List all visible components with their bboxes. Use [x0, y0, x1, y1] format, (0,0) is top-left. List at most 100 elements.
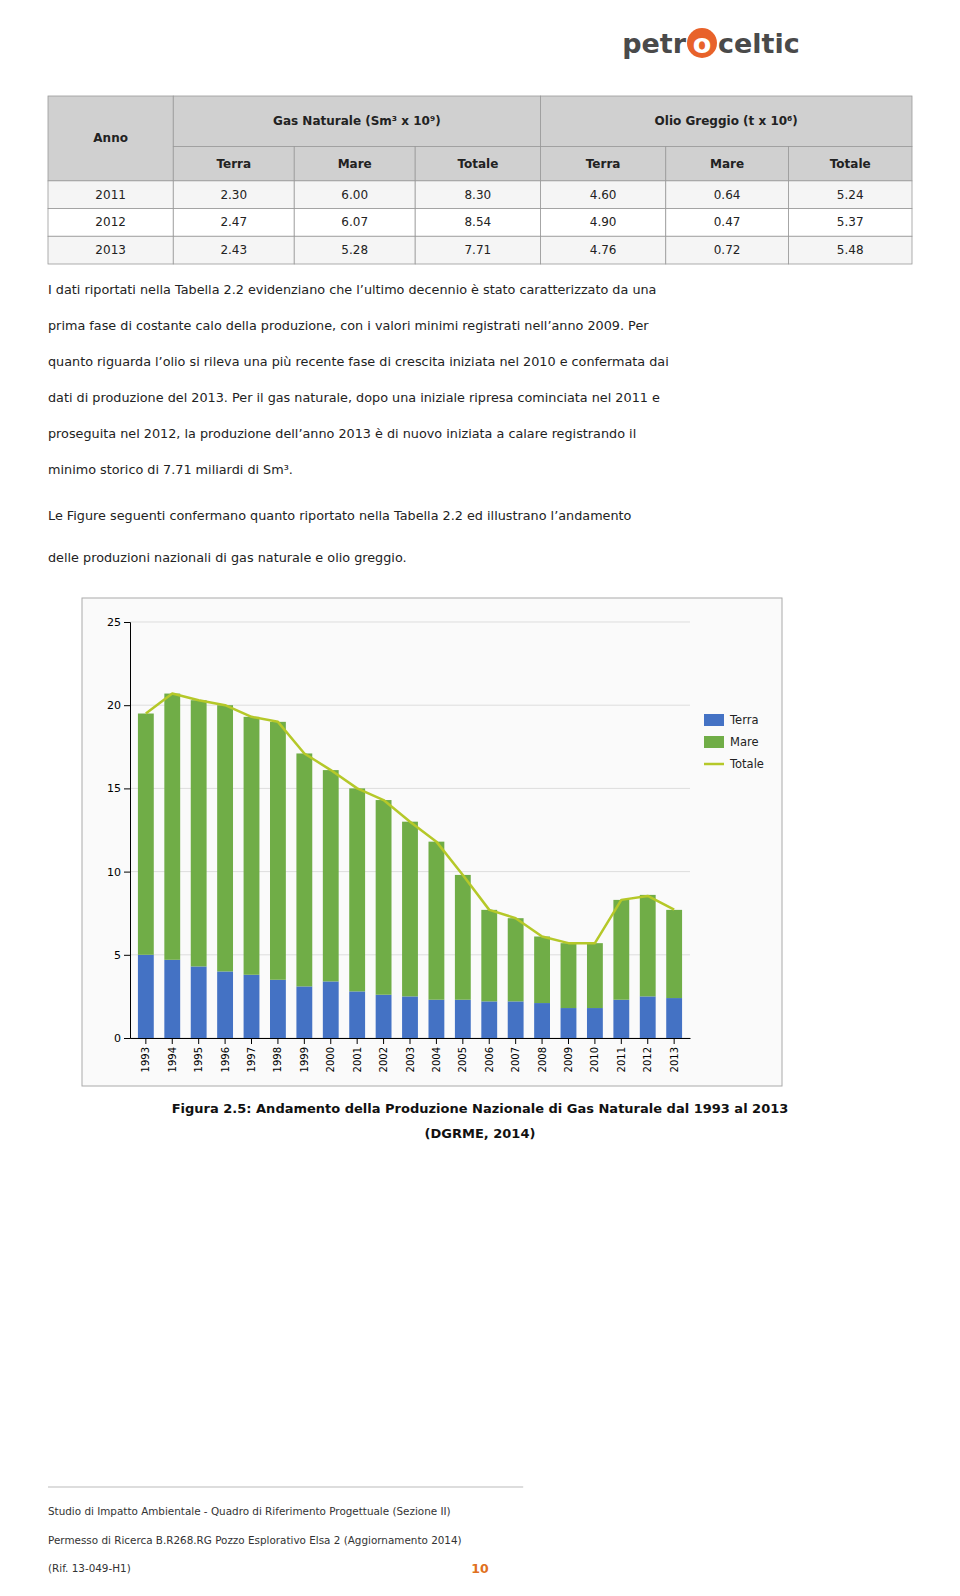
y-tick-label: 5 [114, 949, 121, 962]
y-axis: 0510152025 [107, 616, 131, 1045]
x-tick: 2010 [589, 1038, 600, 1072]
x-tick-label: 1999 [299, 1047, 310, 1072]
bar [191, 966, 207, 1038]
grid-line [130, 705, 690, 706]
table-cell [173, 209, 294, 237]
y-tick: 15 [107, 782, 130, 795]
legend-swatch [704, 763, 724, 766]
y-tick-mark [124, 788, 130, 789]
x-tick: 2007 [510, 1038, 521, 1072]
x-tick-mark [251, 1038, 252, 1044]
x-tick: 2002 [378, 1038, 389, 1072]
bar [217, 705, 233, 971]
table-text: 7.71 [464, 243, 491, 257]
paragraph: I dati riportati nella Tabella 2.2 evide… [48, 282, 669, 477]
x-tick: 2008 [537, 1038, 548, 1072]
y-tick: 20 [107, 699, 130, 712]
bar [349, 788, 365, 991]
bar [270, 980, 286, 1038]
logo-text: celtic [718, 28, 800, 59]
table-cell [666, 236, 789, 264]
bar [428, 1000, 444, 1038]
paragraph-line: delle produzioni nazionali di gas natura… [48, 550, 407, 565]
table-cell [48, 236, 173, 264]
table-cell [788, 209, 912, 237]
x-tick-label: 2007 [510, 1047, 521, 1072]
bar [561, 1008, 577, 1038]
y-tick-mark [124, 622, 130, 623]
table-text: 2012 [95, 215, 126, 229]
table-cell [666, 146, 789, 180]
table-text: 0.64 [714, 188, 741, 202]
y-tick: 25 [107, 616, 130, 629]
grid-line [130, 622, 690, 623]
legend-label: Mare [730, 735, 759, 749]
legend-item: Mare [704, 735, 759, 749]
table-cell [173, 181, 294, 209]
footer-line: Permesso di Ricerca B.R268.RG Pozzo Espl… [48, 1534, 462, 1546]
bar [164, 960, 180, 1038]
x-tick: 1998 [272, 1038, 283, 1072]
page-number: 10 [471, 1561, 489, 1576]
x-tick-mark [357, 1038, 358, 1044]
x-tick-label: 1994 [167, 1047, 178, 1072]
bar [481, 910, 497, 1002]
bar [587, 1008, 603, 1038]
bar [138, 714, 154, 955]
table-text: 5.37 [837, 215, 864, 229]
table-cell [788, 181, 912, 209]
x-tick-label: 1997 [246, 1047, 257, 1072]
table-text: 5.24 [837, 188, 864, 202]
x-tick: 1997 [246, 1038, 257, 1072]
x-tick: 2012 [642, 1038, 653, 1072]
bar [534, 1003, 550, 1038]
line [146, 694, 674, 944]
bar [138, 955, 154, 1038]
x-tick-label: 1996 [220, 1047, 231, 1072]
table-cell [294, 181, 415, 209]
table-cell [48, 96, 173, 181]
y-tick-mark [124, 705, 130, 706]
table-cell [788, 146, 912, 180]
table-cell [415, 181, 540, 209]
x-tick: 1999 [299, 1038, 310, 1072]
chart: 0510152025199319941995199619971998199920… [107, 616, 691, 1072]
table-text: Mare [338, 157, 372, 171]
table-cell [540, 209, 665, 237]
x-tick-mark [621, 1038, 622, 1044]
table-cell [294, 209, 415, 237]
logo-circle [687, 28, 717, 58]
table-text: 2.43 [220, 243, 247, 257]
y-tick-label: 25 [107, 616, 121, 629]
x-tick-mark [568, 1038, 569, 1044]
logo-text: petr [622, 28, 687, 59]
x-tick-label: 2000 [325, 1047, 336, 1072]
bar [613, 900, 629, 1000]
x-tick-mark [674, 1038, 675, 1044]
x-tick-mark [198, 1038, 199, 1044]
table-text: Terra [216, 157, 251, 171]
table-text: 5.28 [341, 243, 368, 257]
paragraph-line: I dati riportati nella Tabella 2.2 evide… [48, 282, 656, 297]
page: petrocelticAnnoGas Naturale (Sm³ x 10⁹)O… [0, 0, 960, 1596]
table-cell [415, 209, 540, 237]
x-tick-label: 2013 [669, 1047, 680, 1072]
bar [296, 986, 312, 1038]
bar [244, 717, 260, 975]
x-tick: 2000 [325, 1038, 336, 1072]
table-cell [415, 236, 540, 264]
bar [640, 996, 656, 1038]
logo-text: o [693, 28, 712, 59]
x-tick-mark [225, 1038, 226, 1044]
y-tick-label: 10 [107, 866, 121, 879]
table-cell [540, 181, 665, 209]
table-cell [788, 236, 912, 264]
x-tick: 2004 [431, 1038, 442, 1072]
chart-box [82, 598, 782, 1086]
footer-line: Studio di Impatto Ambientale - Quadro di… [48, 1505, 451, 1517]
table-cell [666, 181, 789, 209]
bar [323, 770, 339, 981]
table-cell [173, 96, 540, 146]
y-tick-mark [124, 872, 130, 873]
table-text: 6.00 [341, 188, 368, 202]
